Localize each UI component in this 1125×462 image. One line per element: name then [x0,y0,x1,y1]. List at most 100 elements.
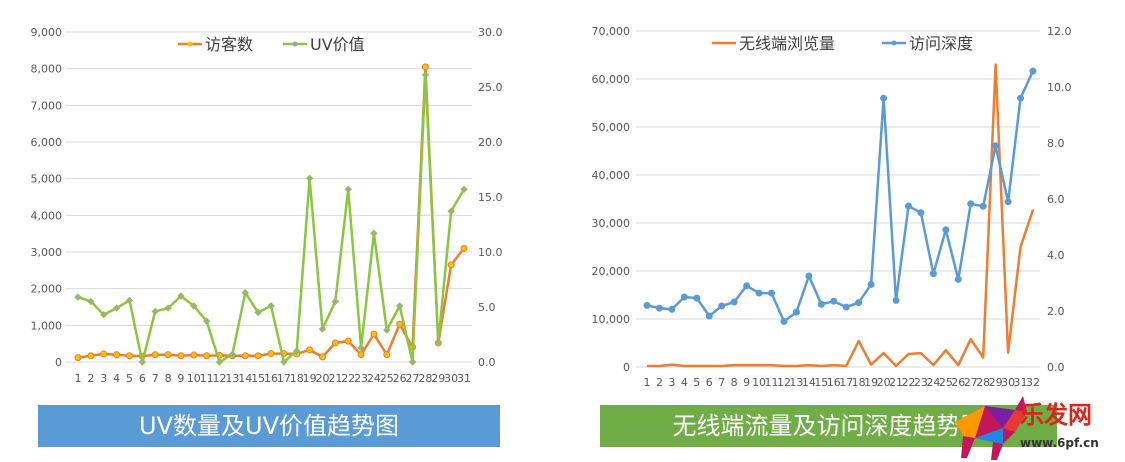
x-tick-label: 24 [926,376,940,389]
data-point [421,63,429,71]
data-point [202,317,211,326]
data-point [331,339,339,347]
data-point [904,202,912,210]
data-point [254,352,262,360]
data-point [383,326,391,334]
data-point [954,275,962,283]
data-point [867,280,875,288]
data-point [344,337,352,345]
y-left-tick-label: 0 [623,361,630,374]
x-tick-label: 22 [341,372,355,385]
x-tick-label: 25 [939,376,953,389]
data-point [190,351,198,359]
x-tick-label: 16 [264,372,278,385]
x-tick-label: 2 [656,376,663,389]
legend-marker [187,41,193,47]
y-left-tick-label: 7,000 [31,99,63,112]
x-tick-label: 28 [976,376,990,389]
x-tick-label: 4 [113,372,120,385]
x-tick-label: 4 [681,376,688,389]
x-tick-label: 30 [1001,376,1015,389]
x-tick-label: 20 [315,372,329,385]
data-point [680,293,688,301]
data-point [164,351,172,359]
y-right-tick-label: 20.0 [478,136,503,149]
data-point [1004,198,1012,206]
data-point [768,289,776,297]
data-point [113,351,121,359]
data-point [668,305,676,313]
x-tick-label: 9 [177,372,184,385]
x-tick-label: 13 [225,372,239,385]
data-point [125,352,133,360]
x-tick-label: 5 [693,376,700,389]
data-point [395,302,404,310]
data-point [138,358,147,366]
data-point [177,292,185,300]
x-tick-label: 31 [1014,376,1028,389]
series-line-2 [77,73,466,364]
data-point [241,288,249,297]
x-tick-label: 1 [644,376,651,389]
data-point [1029,67,1037,75]
x-tick-label: 3 [668,376,675,389]
x-tick-label: 31 [457,372,471,385]
data-point [447,261,455,269]
x-tick-label: 21 [889,376,903,389]
x-tick-label: 3 [100,372,107,385]
data-point [979,202,987,210]
data-point [306,346,314,354]
x-tick-label: 27 [406,372,420,385]
y-left-tick-label: 2,000 [31,283,63,296]
data-point [705,312,713,320]
x-tick-label: 19 [303,372,317,385]
data-point [780,317,788,325]
x-tick-label: 10 [752,376,766,389]
x-tick-label: 29 [431,372,445,385]
y-right-tick-label: 5.0 [478,301,496,314]
data-point [447,207,455,216]
data-point [892,296,900,304]
data-point [830,297,838,305]
data-point [318,353,326,361]
y-left-tick-label: 3,000 [31,246,63,259]
x-tick-label: 26 [951,376,965,389]
data-point [112,304,121,312]
x-tick-label: 14 [802,376,816,389]
x-tick-label: 30 [444,372,458,385]
series-line-2 [646,70,1035,323]
y-left-tick-label: 0 [55,356,62,369]
x-tick-label: 12 [213,372,227,385]
y-left-tick-label: 1,000 [31,319,63,332]
data-point [730,298,738,306]
y-left-tick-label: 60,000 [592,73,631,86]
data-point [267,302,275,310]
data-point [254,308,262,317]
x-tick-label: 12 [777,376,791,389]
y-right-tick-label: 0.0 [478,356,496,369]
data-point [331,297,340,306]
x-tick-label: 26 [393,372,407,385]
data-point [228,350,237,359]
x-tick-label: 29 [989,376,1003,389]
x-tick-label: 9 [743,376,750,389]
data-point [383,351,391,359]
y-right-tick-label: 0.0 [1047,361,1065,374]
data-point [693,294,701,302]
data-point [100,310,108,319]
y-left-tick-label: 30,000 [592,217,631,230]
data-point [929,270,937,278]
chart-title-uv: UV数量及UV价值趋势图 [38,405,500,447]
data-point [87,297,95,306]
data-point [743,282,751,290]
data-point [267,350,275,358]
data-point [1017,94,1025,102]
data-point [718,302,726,310]
data-point [357,351,365,359]
x-tick-label: 13 [789,376,803,389]
x-tick-label: 11 [765,376,779,389]
x-tick-label: 10 [187,372,201,385]
y-left-tick-label: 8,000 [31,63,63,76]
data-point [203,352,211,360]
